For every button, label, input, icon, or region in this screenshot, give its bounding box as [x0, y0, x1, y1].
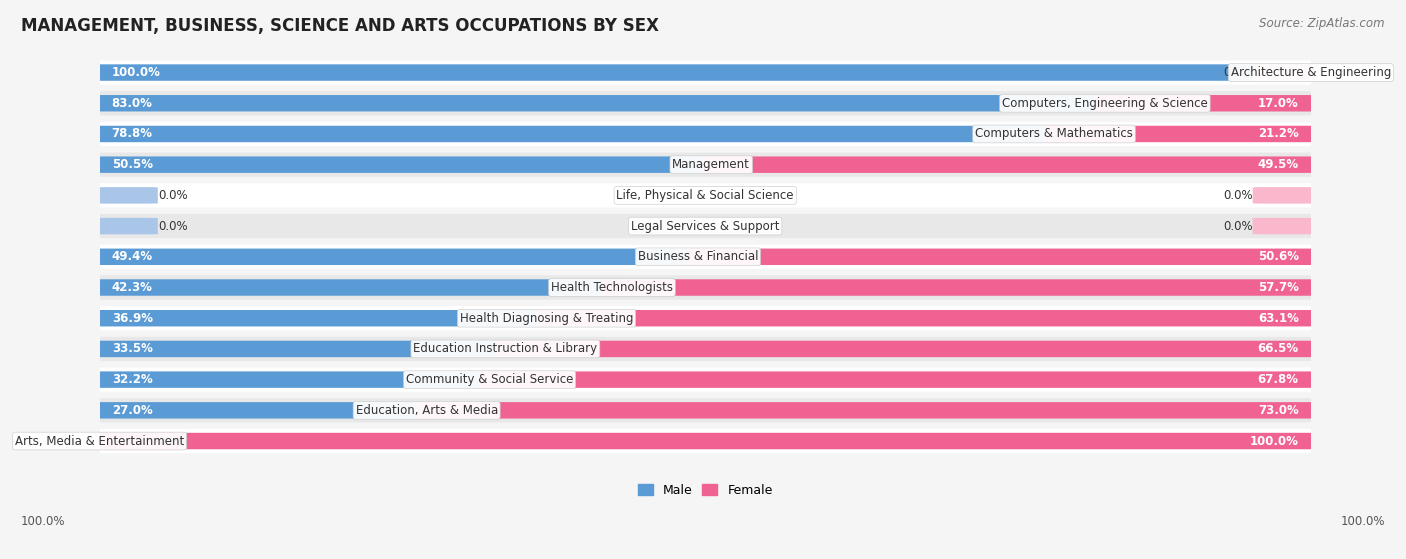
FancyBboxPatch shape: [418, 402, 1317, 419]
Text: 49.4%: 49.4%: [111, 250, 153, 263]
Text: 66.5%: 66.5%: [1257, 343, 1299, 356]
Text: 73.0%: 73.0%: [1258, 404, 1299, 417]
Text: 49.5%: 49.5%: [1257, 158, 1299, 171]
Text: Education, Arts & Media: Education, Arts & Media: [356, 404, 498, 417]
FancyBboxPatch shape: [93, 157, 721, 173]
FancyBboxPatch shape: [689, 249, 1317, 265]
Text: 50.6%: 50.6%: [1258, 250, 1299, 263]
Text: Legal Services & Support: Legal Services & Support: [631, 220, 779, 233]
Text: 33.5%: 33.5%: [111, 343, 153, 356]
Text: Arts, Media & Entertainment: Arts, Media & Entertainment: [15, 434, 184, 448]
FancyBboxPatch shape: [537, 310, 1317, 326]
Text: 78.8%: 78.8%: [111, 127, 153, 140]
FancyBboxPatch shape: [93, 371, 499, 388]
Text: MANAGEMENT, BUSINESS, SCIENCE AND ARTS OCCUPATIONS BY SEX: MANAGEMENT, BUSINESS, SCIENCE AND ARTS O…: [21, 17, 659, 35]
FancyBboxPatch shape: [96, 214, 1315, 238]
FancyBboxPatch shape: [96, 398, 1315, 423]
FancyBboxPatch shape: [96, 122, 1315, 146]
FancyBboxPatch shape: [93, 402, 436, 419]
Text: 17.0%: 17.0%: [1258, 97, 1299, 110]
Text: 100.0%: 100.0%: [111, 66, 160, 79]
Text: 27.0%: 27.0%: [111, 404, 152, 417]
Text: 0.0%: 0.0%: [157, 189, 187, 202]
FancyBboxPatch shape: [96, 153, 1315, 177]
Text: Health Diagnosing & Treating: Health Diagnosing & Treating: [460, 312, 633, 325]
FancyBboxPatch shape: [93, 249, 707, 265]
FancyBboxPatch shape: [90, 433, 1317, 449]
FancyBboxPatch shape: [93, 218, 157, 234]
Text: 57.7%: 57.7%: [1258, 281, 1299, 294]
FancyBboxPatch shape: [96, 429, 1315, 453]
FancyBboxPatch shape: [96, 306, 1315, 330]
Text: 67.8%: 67.8%: [1258, 373, 1299, 386]
Text: Architecture & Engineering: Architecture & Engineering: [1230, 66, 1391, 79]
FancyBboxPatch shape: [702, 157, 1317, 173]
FancyBboxPatch shape: [93, 64, 1320, 81]
FancyBboxPatch shape: [1253, 187, 1317, 203]
Text: Education Instruction & Library: Education Instruction & Library: [413, 343, 598, 356]
Legend: Male, Female: Male, Female: [633, 479, 778, 502]
Text: 63.1%: 63.1%: [1258, 312, 1299, 325]
Text: 0.0%: 0.0%: [1223, 220, 1253, 233]
FancyBboxPatch shape: [93, 433, 157, 449]
Text: 50.5%: 50.5%: [111, 158, 153, 171]
FancyBboxPatch shape: [1253, 218, 1317, 234]
FancyBboxPatch shape: [93, 187, 157, 203]
Text: 21.2%: 21.2%: [1258, 127, 1299, 140]
FancyBboxPatch shape: [96, 367, 1315, 392]
Text: 42.3%: 42.3%: [111, 281, 153, 294]
FancyBboxPatch shape: [96, 91, 1315, 115]
FancyBboxPatch shape: [496, 340, 1317, 357]
Text: 100.0%: 100.0%: [21, 515, 66, 528]
FancyBboxPatch shape: [1253, 64, 1317, 81]
Text: 36.9%: 36.9%: [111, 312, 153, 325]
Text: 83.0%: 83.0%: [111, 97, 153, 110]
FancyBboxPatch shape: [96, 245, 1315, 269]
FancyBboxPatch shape: [93, 126, 1064, 142]
Text: Community & Social Service: Community & Social Service: [406, 373, 574, 386]
FancyBboxPatch shape: [602, 280, 1317, 296]
FancyBboxPatch shape: [96, 276, 1315, 300]
Text: 0.0%: 0.0%: [157, 434, 187, 448]
Text: Management: Management: [672, 158, 751, 171]
FancyBboxPatch shape: [96, 60, 1315, 84]
Text: 0.0%: 0.0%: [1223, 66, 1253, 79]
FancyBboxPatch shape: [93, 280, 621, 296]
Text: Computers, Engineering & Science: Computers, Engineering & Science: [1002, 97, 1208, 110]
Text: 100.0%: 100.0%: [1340, 515, 1385, 528]
Text: 0.0%: 0.0%: [157, 220, 187, 233]
Text: 100.0%: 100.0%: [1250, 434, 1299, 448]
FancyBboxPatch shape: [1045, 126, 1317, 142]
Text: Business & Financial: Business & Financial: [638, 250, 758, 263]
Text: Computers & Mathematics: Computers & Mathematics: [976, 127, 1133, 140]
Text: Life, Physical & Social Science: Life, Physical & Social Science: [616, 189, 794, 202]
Text: 32.2%: 32.2%: [111, 373, 152, 386]
FancyBboxPatch shape: [93, 340, 515, 357]
Text: 0.0%: 0.0%: [1223, 189, 1253, 202]
Text: Source: ZipAtlas.com: Source: ZipAtlas.com: [1260, 17, 1385, 30]
FancyBboxPatch shape: [1095, 95, 1317, 111]
FancyBboxPatch shape: [93, 310, 557, 326]
FancyBboxPatch shape: [96, 337, 1315, 361]
Text: Health Technologists: Health Technologists: [551, 281, 673, 294]
FancyBboxPatch shape: [93, 95, 1115, 111]
FancyBboxPatch shape: [479, 371, 1317, 388]
FancyBboxPatch shape: [96, 183, 1315, 207]
